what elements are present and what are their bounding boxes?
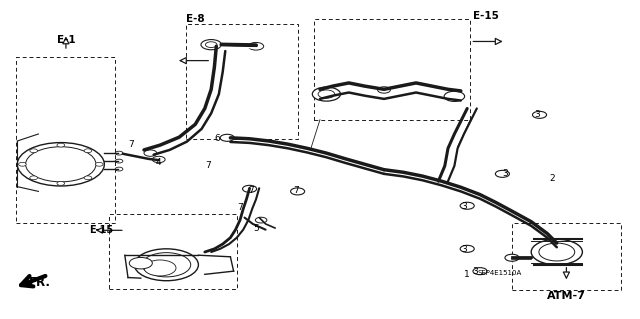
Circle shape (220, 134, 234, 141)
Circle shape (129, 257, 152, 269)
Circle shape (26, 147, 96, 182)
Text: E-15: E-15 (89, 225, 113, 235)
Circle shape (444, 91, 465, 101)
Circle shape (57, 182, 65, 185)
Circle shape (378, 87, 390, 93)
Text: 3: 3 (535, 110, 540, 119)
Text: ATM-7: ATM-7 (547, 291, 586, 301)
Text: 4: 4 (156, 158, 161, 167)
Text: 3: 3 (503, 169, 508, 178)
Text: 7: 7 (205, 161, 211, 170)
Circle shape (115, 167, 123, 171)
Text: 7: 7 (294, 186, 299, 195)
Bar (16, 57, 115, 223)
Circle shape (531, 239, 582, 265)
Circle shape (460, 202, 474, 209)
Circle shape (532, 111, 547, 118)
Text: 1: 1 (465, 270, 470, 279)
Circle shape (57, 143, 65, 147)
Circle shape (134, 249, 198, 281)
Text: SEP4E1510A: SEP4E1510A (477, 270, 522, 276)
Text: 7: 7 (237, 204, 243, 212)
Circle shape (248, 42, 264, 50)
Circle shape (115, 159, 123, 163)
Circle shape (201, 40, 221, 50)
Circle shape (312, 87, 340, 101)
Text: FR.: FR. (29, 276, 51, 289)
Bar (512, 223, 621, 290)
Text: 7: 7 (249, 186, 254, 195)
Bar (186, 24, 298, 139)
Text: 2: 2 (549, 174, 554, 183)
Circle shape (19, 162, 26, 166)
Circle shape (495, 170, 509, 177)
Circle shape (255, 217, 267, 223)
Text: 7: 7 (129, 140, 134, 149)
Circle shape (17, 143, 104, 186)
Text: 6: 6 (215, 134, 220, 143)
Circle shape (460, 245, 474, 252)
Circle shape (243, 185, 257, 192)
Circle shape (144, 260, 176, 276)
Circle shape (539, 243, 575, 261)
Circle shape (84, 149, 92, 153)
Circle shape (152, 156, 165, 163)
Text: 3: 3 (472, 267, 477, 276)
Circle shape (30, 149, 38, 153)
Circle shape (142, 253, 191, 277)
Text: E-15: E-15 (474, 11, 499, 21)
Circle shape (318, 90, 335, 98)
Bar (314, 19, 470, 120)
Circle shape (505, 254, 519, 261)
Circle shape (144, 150, 157, 156)
Text: 3: 3 (462, 245, 467, 254)
Text: 3: 3 (462, 202, 467, 211)
Circle shape (84, 176, 92, 180)
Text: E-1: E-1 (56, 35, 76, 45)
Circle shape (291, 188, 305, 195)
Circle shape (205, 42, 217, 48)
Text: E-8: E-8 (186, 14, 205, 24)
Circle shape (115, 151, 123, 155)
Circle shape (473, 268, 487, 275)
Circle shape (95, 162, 103, 166)
Circle shape (30, 176, 38, 180)
Bar (109, 214, 237, 289)
Text: 5: 5 (253, 224, 259, 233)
